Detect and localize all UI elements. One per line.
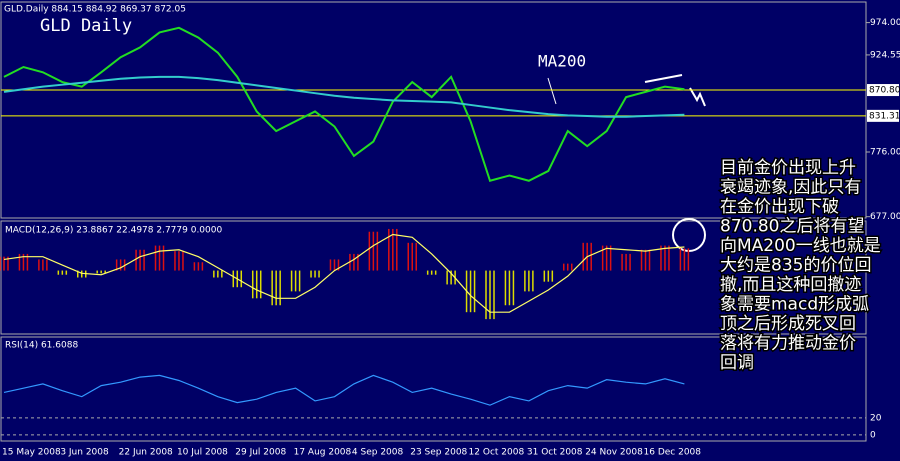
note-line: 衰竭迹象,因此只有 <box>720 178 861 198</box>
series-line <box>3 26 685 182</box>
x-tick-label: 24 Nov 2008 <box>585 448 643 458</box>
y-tick-label: 20 <box>870 413 882 423</box>
arrow <box>689 87 706 107</box>
note-line: 落将有力推动金价 <box>720 334 856 354</box>
ma200-pointer <box>547 77 557 105</box>
rsi-panel <box>0 336 867 442</box>
macd-title: MACD(12,26,9) 23.8867 22.4978 2.7779 0.0… <box>5 226 222 236</box>
price-header: GLD.Daily 884.15 884.92 869.37 872.05 <box>4 5 186 15</box>
note-line: 大约是835的价位回 <box>720 256 871 276</box>
rsi-title: RSI(14) 61.6088 <box>5 341 78 351</box>
x-tick-label: 22 Jun 2008 <box>119 448 173 458</box>
macd-panel <box>0 220 867 335</box>
note-line: 撤,而且这种回撤迹 <box>720 275 861 295</box>
note-line: 向MA200一线也就是 <box>720 236 881 256</box>
y-tick-label: 870.80 <box>869 86 900 96</box>
x-tick-label: 15 May 2008 <box>2 448 61 458</box>
series-line <box>3 374 685 406</box>
x-tick-label: 16 Dec 2008 <box>644 448 702 458</box>
x-tick-label: 3 Jun 2008 <box>60 448 109 458</box>
x-tick-label: 10 Jul 2008 <box>177 448 228 458</box>
tick-box <box>867 84 899 97</box>
tick-box <box>867 109 899 122</box>
x-tick-label: 12 Oct 2008 <box>469 448 525 458</box>
y-tick-label: 0 <box>870 430 876 440</box>
note-line: 象需要macd形成弧 <box>720 295 869 315</box>
price-panel <box>0 1 867 219</box>
note-block: 目前金价出现上升衰竭迹象,因此只有在金价出现下破870.80之后将有望向MA20… <box>719 157 883 375</box>
x-tick-label: 4 Sep 2008 <box>352 448 404 458</box>
y-tick-label: 974.00 <box>870 18 900 28</box>
trend-mark <box>644 74 683 83</box>
series-line <box>3 75 685 118</box>
note-line: 870.80之后将有望 <box>720 217 864 237</box>
note-line: 在金价出现下破 <box>720 197 839 217</box>
y-tick-label: 677.00 <box>870 212 900 222</box>
chart-title: GLD Daily <box>40 16 132 36</box>
ma200-label: MA200 <box>538 52 586 71</box>
note-line: 目前金价出现上升 <box>720 158 856 178</box>
x-tick-label: 23 Sep 2008 <box>410 448 467 458</box>
x-tick-label: 29 Jul 2008 <box>235 448 286 458</box>
y-tick-label: 776.00 <box>870 147 900 157</box>
note-line: 回调 <box>720 353 754 373</box>
y-tick-label: 831.31 <box>869 111 900 121</box>
x-tick-label: 31 Oct 2008 <box>527 448 583 458</box>
y-tick-label: 924.55 <box>870 50 900 60</box>
x-tick-label: 17 Aug 2008 <box>294 448 352 458</box>
series-line <box>3 233 685 313</box>
note-line: 顶之后形成死叉回 <box>720 314 856 334</box>
